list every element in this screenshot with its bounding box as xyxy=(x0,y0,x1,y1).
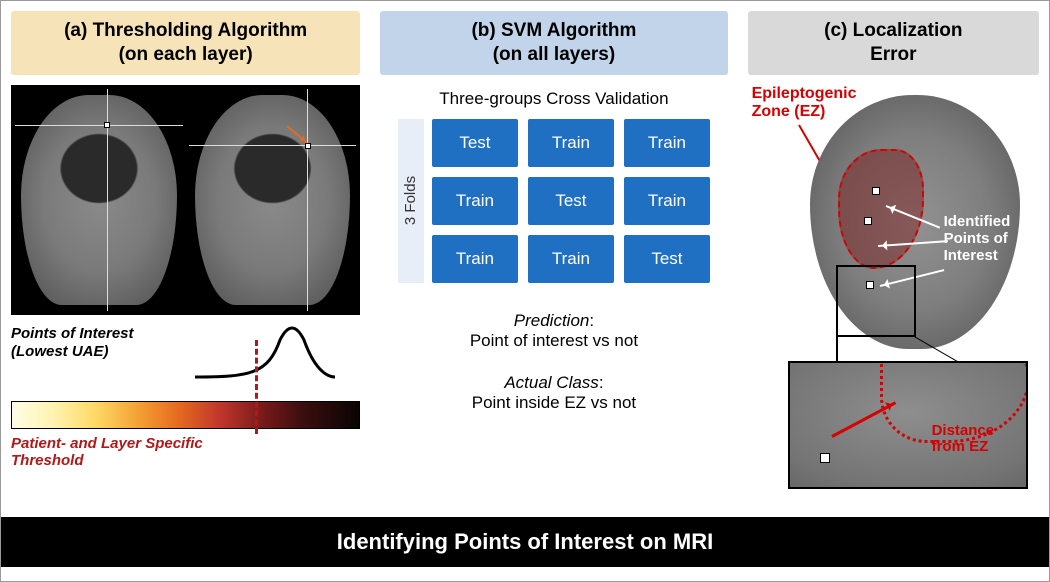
ipi-label-line3: Interest xyxy=(944,247,1011,264)
distance-label: Distance from EZ xyxy=(932,423,995,456)
threshold-label: Patient- and Layer Specific Threshold xyxy=(11,435,360,469)
ipi-label-line2: Points of xyxy=(944,230,1011,247)
uae-curve-path xyxy=(195,328,335,377)
folds-label-box: 3 Folds xyxy=(398,119,424,283)
actual-text: Point inside EZ vs not xyxy=(380,393,727,413)
poi-marker xyxy=(820,453,830,463)
folds-label: 3 Folds xyxy=(402,176,419,225)
actual-label: Actual Class xyxy=(504,373,598,392)
cv-cell: Train xyxy=(624,177,710,225)
distance-label-line2: from EZ xyxy=(932,439,995,456)
mri-slice-left xyxy=(15,89,183,311)
ez-label: Epileptogenic Zone (EZ) xyxy=(752,85,857,122)
figure: (a) Thresholding Algorithm (on each laye… xyxy=(0,0,1050,582)
cv-cell: Train xyxy=(528,235,614,283)
panel-b-title-line1: (b) SVM Algorithm xyxy=(384,19,723,43)
cv-cell: Train xyxy=(432,235,518,283)
poi-marker xyxy=(872,187,880,195)
zoom-connector xyxy=(836,337,838,363)
ipi-label: Identified Points of Interest xyxy=(944,213,1011,265)
prediction-block: Prediction: Point of interest vs not Act… xyxy=(380,311,727,413)
brain-coronal-left xyxy=(21,95,177,305)
cv-cell: Train xyxy=(432,177,518,225)
panel-c-title-line1: (c) Localization xyxy=(752,19,1035,43)
crosshair-h xyxy=(15,125,183,126)
ez-label-line1: Epileptogenic xyxy=(752,85,857,103)
brain-coronal-right xyxy=(195,95,351,305)
cv-cell: Test xyxy=(528,177,614,225)
zoom-panel: Distance from EZ xyxy=(788,361,1028,489)
panel-b-header: (b) SVM Algorithm (on all layers) xyxy=(380,11,727,75)
cv-cell: Test xyxy=(432,119,518,167)
panel-c-header: (c) Localization Error xyxy=(748,11,1039,75)
panel-c-body: Epileptogenic Zone (EZ) Identified Point… xyxy=(748,85,1039,502)
poi-labels: Points of Interest (Lowest UAE) xyxy=(11,325,360,395)
cv-cell: Test xyxy=(624,235,710,283)
poi-dot xyxy=(104,122,110,128)
threshold-line xyxy=(255,340,258,434)
bottom-bar-text: Identifying Points of Interest on MRI xyxy=(337,529,713,554)
panel-a-title-line1: (a) Thresholding Algorithm xyxy=(15,19,356,43)
crosshair-h xyxy=(189,145,357,146)
crosshair-v xyxy=(307,89,308,311)
prediction-label: Prediction xyxy=(514,311,590,330)
cv-cell: Train xyxy=(528,119,614,167)
bottom-bar: Identifying Points of Interest on MRI xyxy=(1,517,1049,567)
panel-a-title-line2: (on each layer) xyxy=(15,43,356,67)
zoom-source-box xyxy=(836,265,916,337)
colorbar xyxy=(11,401,360,429)
panel-a: (a) Thresholding Algorithm (on each laye… xyxy=(1,1,370,509)
panel-b-title-line2: (on all layers) xyxy=(384,43,723,67)
mri-row xyxy=(11,85,360,315)
ipi-label-line1: Identified xyxy=(944,213,1011,230)
cv-title: Three-groups Cross Validation xyxy=(380,89,727,109)
threshold-label-line2: Threshold xyxy=(11,452,84,469)
threshold-label-line1: Patient- and Layer Specific xyxy=(11,435,203,452)
cv-cell: Train xyxy=(624,119,710,167)
panel-b: (b) SVM Algorithm (on all layers) Three-… xyxy=(370,1,737,509)
uae-curve xyxy=(190,321,340,383)
panel-c-title-line2: Error xyxy=(752,43,1035,67)
poi-marker xyxy=(864,217,872,225)
panels-row: (a) Thresholding Algorithm (on each laye… xyxy=(1,1,1049,509)
panel-a-header: (a) Thresholding Algorithm (on each laye… xyxy=(11,11,360,75)
cv-grid: Test Train Train Train Test Train Train … xyxy=(432,119,710,283)
prediction-text: Point of interest vs not xyxy=(380,331,727,351)
ez-label-line2: Zone (EZ) xyxy=(752,103,857,121)
panel-c: (c) Localization Error Epileptogenic Zon… xyxy=(738,1,1049,509)
distance-label-line1: Distance xyxy=(932,423,995,440)
mri-slice-right xyxy=(189,89,357,311)
cv-wrap: 3 Folds Test Train Train Train Test Trai… xyxy=(380,119,727,283)
